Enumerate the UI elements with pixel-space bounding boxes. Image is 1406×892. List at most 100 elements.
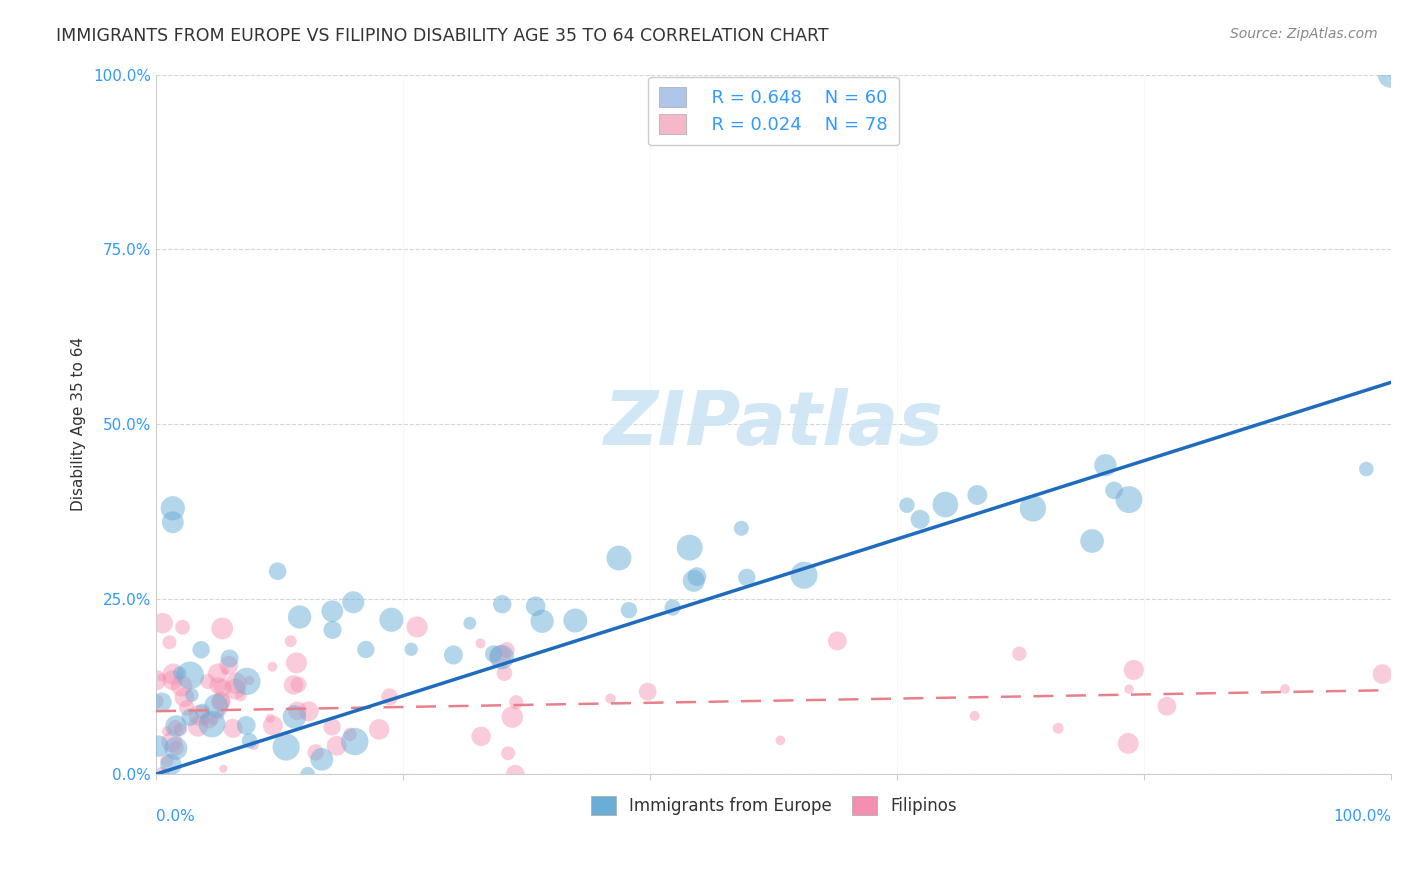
Point bbox=[287, 677, 309, 691]
Text: ZIPatlas: ZIPatlas bbox=[603, 388, 943, 461]
Point bbox=[1355, 462, 1378, 476]
Point bbox=[145, 694, 167, 708]
Point bbox=[494, 666, 516, 681]
Point bbox=[934, 498, 956, 512]
Point bbox=[179, 710, 201, 724]
Point bbox=[599, 691, 621, 706]
Point bbox=[963, 709, 986, 723]
Point bbox=[380, 613, 402, 627]
Point bbox=[637, 684, 659, 698]
Point bbox=[160, 757, 183, 772]
Point bbox=[165, 741, 187, 756]
Point bbox=[259, 711, 281, 725]
Point bbox=[735, 570, 758, 584]
Point bbox=[243, 738, 266, 752]
Point bbox=[1379, 68, 1402, 82]
Point bbox=[187, 720, 209, 734]
Point bbox=[190, 642, 212, 657]
Point bbox=[321, 720, 343, 734]
Point bbox=[188, 708, 211, 723]
Point bbox=[222, 722, 245, 736]
Point bbox=[564, 614, 586, 628]
Point bbox=[211, 681, 233, 695]
Point bbox=[321, 604, 343, 618]
Point bbox=[172, 620, 194, 634]
Point bbox=[339, 727, 361, 741]
Point bbox=[368, 723, 391, 737]
Point bbox=[162, 501, 184, 516]
Point bbox=[150, 767, 173, 781]
Point bbox=[1122, 663, 1144, 677]
Point bbox=[207, 666, 229, 681]
Point bbox=[1118, 492, 1140, 507]
Point bbox=[283, 710, 305, 724]
Point bbox=[162, 673, 184, 688]
Point bbox=[285, 656, 308, 670]
Point bbox=[1371, 667, 1393, 681]
Point bbox=[236, 674, 259, 689]
Point bbox=[212, 762, 235, 776]
Point bbox=[491, 650, 513, 665]
Point bbox=[238, 673, 260, 688]
Point bbox=[150, 671, 173, 685]
Point bbox=[1156, 699, 1178, 714]
Point bbox=[165, 719, 187, 733]
Point bbox=[491, 597, 513, 611]
Point bbox=[524, 599, 547, 614]
Point bbox=[262, 659, 284, 673]
Point bbox=[441, 648, 464, 662]
Point bbox=[211, 622, 233, 636]
Point bbox=[298, 704, 321, 718]
Point bbox=[208, 707, 231, 722]
Point bbox=[343, 734, 366, 748]
Point bbox=[489, 648, 512, 663]
Point bbox=[730, 521, 752, 535]
Point bbox=[505, 695, 527, 709]
Point bbox=[1008, 647, 1031, 661]
Point bbox=[209, 694, 232, 708]
Point bbox=[325, 739, 347, 753]
Point bbox=[152, 616, 174, 631]
Point bbox=[198, 713, 221, 727]
Point bbox=[482, 647, 505, 661]
Point bbox=[218, 658, 240, 673]
Point bbox=[225, 676, 247, 690]
Point bbox=[1022, 501, 1045, 516]
Point bbox=[505, 767, 527, 781]
Point bbox=[214, 665, 236, 679]
Point bbox=[501, 710, 523, 724]
Point bbox=[218, 651, 240, 665]
Point bbox=[207, 679, 229, 693]
Point bbox=[617, 603, 640, 617]
Point bbox=[156, 724, 179, 739]
Text: IMMIGRANTS FROM EUROPE VS FILIPINO DISABILITY AGE 35 TO 64 CORRELATION CHART: IMMIGRANTS FROM EUROPE VS FILIPINO DISAB… bbox=[56, 27, 830, 45]
Point bbox=[224, 682, 246, 697]
Point bbox=[686, 569, 709, 583]
Point bbox=[169, 723, 191, 737]
Point bbox=[1081, 533, 1104, 548]
Point bbox=[169, 666, 191, 681]
Point bbox=[406, 620, 429, 634]
Text: 0.0%: 0.0% bbox=[156, 809, 195, 824]
Point bbox=[827, 634, 849, 648]
Point bbox=[908, 512, 931, 526]
Point bbox=[229, 689, 252, 703]
Point bbox=[966, 488, 988, 502]
Point bbox=[354, 642, 377, 657]
Point bbox=[769, 733, 792, 747]
Text: Source: ZipAtlas.com: Source: ZipAtlas.com bbox=[1230, 27, 1378, 41]
Point bbox=[159, 635, 181, 649]
Point bbox=[458, 616, 481, 631]
Point bbox=[180, 688, 202, 702]
Point bbox=[378, 690, 401, 704]
Point bbox=[170, 679, 193, 693]
Point bbox=[342, 595, 364, 609]
Point bbox=[176, 701, 198, 715]
Point bbox=[202, 714, 225, 728]
Text: 100.0%: 100.0% bbox=[1333, 809, 1391, 824]
Point bbox=[201, 717, 224, 731]
Point bbox=[1094, 458, 1116, 473]
Point bbox=[495, 642, 517, 657]
Point bbox=[209, 695, 232, 709]
Point bbox=[276, 740, 298, 755]
